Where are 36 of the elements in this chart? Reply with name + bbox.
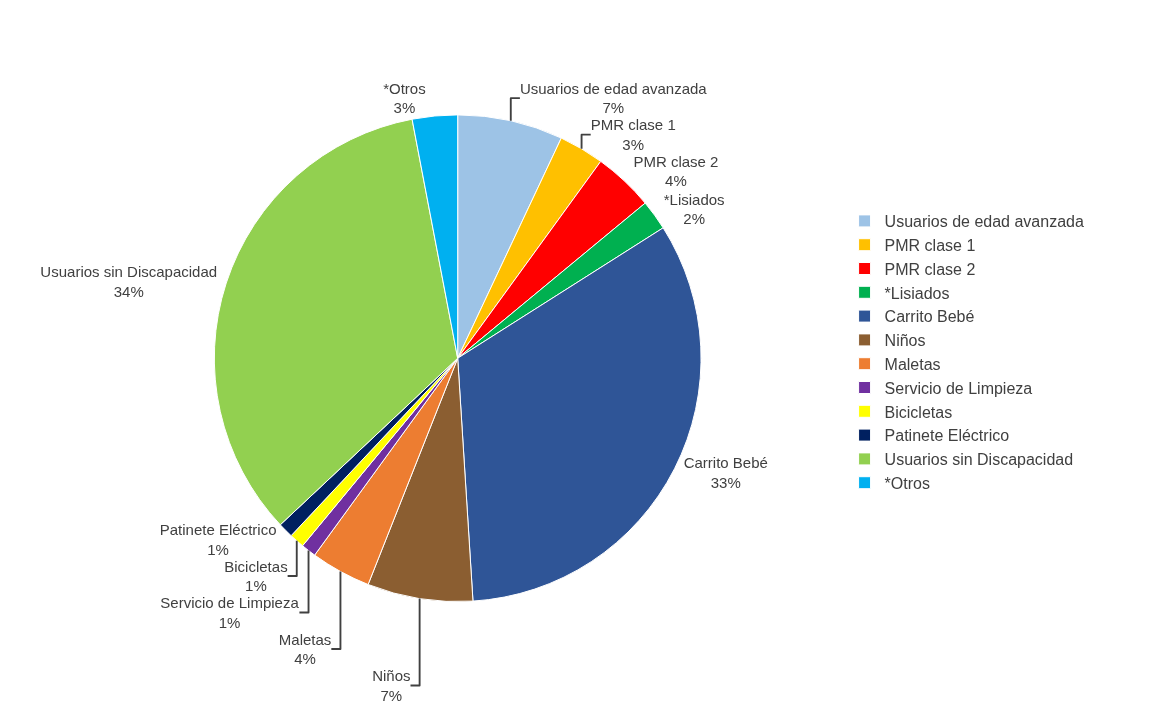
slice-label: PMR clase 1: [590, 116, 676, 134]
slice-label: Usuarios sin Discapacidad: [40, 263, 218, 281]
legend-label: Carrito Bebé: [884, 308, 975, 326]
data-label: 33%: [710, 473, 741, 491]
data-label: 3%: [622, 135, 645, 153]
data-label: 2%: [683, 210, 705, 228]
legend-label: PMR clase 1: [884, 236, 976, 254]
legend-label: Niños: [884, 332, 926, 350]
slice-label: *Otros: [383, 79, 426, 97]
legend-label: Maletas: [884, 355, 941, 373]
slice-label: Niños: [372, 667, 411, 685]
slice-label: Carrito Bebé: [683, 454, 768, 472]
data-label: 4%: [665, 172, 687, 190]
legend-label: *Otros: [884, 474, 930, 492]
legend-label: Usuarios de edad avanzada: [884, 213, 1084, 231]
legend-label: Bicicletas: [884, 403, 953, 421]
data-label: 7%: [602, 99, 625, 117]
data-label: 7%: [380, 686, 403, 704]
legend-label: *Lisiados: [884, 284, 950, 302]
data-label: 1%: [218, 613, 241, 631]
legend-label: Patinete Eléctrico: [884, 427, 1010, 445]
legend-label: Usuarios sin Discapacidad: [884, 451, 1074, 469]
data-label: 3%: [393, 99, 416, 117]
slice-label: PMR clase 2: [633, 152, 719, 170]
slice-label: *Lisiados: [663, 190, 725, 208]
slice-label: Servicio de Limpieza: [160, 594, 300, 612]
data-label: 4%: [294, 650, 316, 668]
legend-label: Servicio de Limpieza: [884, 379, 1033, 397]
slice-label: Usuarios de edad avanzada: [519, 79, 708, 97]
slice-label: Bicicletas: [224, 557, 288, 575]
legend-label: PMR clase 2: [884, 260, 976, 278]
slice-label: Maletas: [278, 630, 332, 648]
data-label: 1%: [207, 540, 229, 558]
slice-label: Patinete Eléctrico: [159, 521, 277, 539]
data-label: 1%: [245, 577, 267, 595]
data-label: 34%: [113, 282, 144, 300]
